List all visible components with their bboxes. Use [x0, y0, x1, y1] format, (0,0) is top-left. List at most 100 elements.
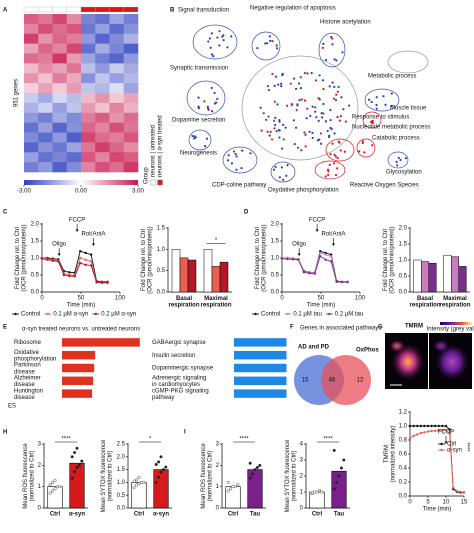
gene-node	[308, 130, 311, 133]
y-tick-label: 2.0	[399, 226, 408, 232]
chart-title: Genes in associated pathways	[300, 326, 381, 332]
gene-node	[262, 112, 265, 115]
gene-node	[295, 108, 298, 112]
heatmap-cell	[95, 93, 110, 104]
term-label: Metabolic process	[368, 74, 416, 80]
gene-node	[227, 154, 230, 157]
gene-node	[285, 104, 289, 107]
intensity-colorbar	[440, 322, 472, 325]
gene-node	[300, 98, 303, 101]
bar	[331, 470, 347, 509]
heatmap-cell	[81, 93, 96, 104]
heatmap-cell	[24, 93, 39, 104]
data-point	[408, 424, 412, 428]
x-tick-label: 50	[318, 296, 325, 302]
heatmap-cell	[52, 83, 68, 94]
term-label: Nucleotide metabolic process	[352, 125, 430, 131]
gene-node	[249, 152, 252, 155]
y-tick-label: 1.5	[157, 226, 166, 232]
gene-node	[266, 130, 269, 133]
data-point	[40, 257, 44, 260]
gene-node	[286, 164, 289, 167]
heatmap-cell	[66, 83, 82, 94]
x-tick-label: 0	[40, 296, 44, 302]
data-point	[226, 489, 230, 493]
heatmap-cell	[109, 63, 125, 74]
gene-node	[332, 162, 336, 165]
data-point	[137, 475, 141, 479]
y-tick-label: 1.0	[157, 247, 166, 253]
gene-node	[297, 82, 301, 85]
image-title: TMRM	[405, 324, 423, 330]
cluster	[188, 129, 212, 151]
data-point	[132, 486, 136, 490]
gene-node	[363, 151, 366, 154]
data-point	[159, 455, 163, 459]
data-point	[310, 491, 314, 495]
bar	[428, 262, 437, 293]
data-point	[412, 424, 415, 428]
data-point	[70, 476, 74, 480]
gene-node	[226, 159, 230, 162]
heatmap-cell	[24, 122, 39, 133]
heatmap-cell	[81, 73, 96, 84]
bar	[203, 249, 213, 293]
significance: ****	[323, 437, 333, 443]
heatmap-cell	[66, 132, 82, 143]
gene-node	[299, 76, 302, 79]
x-tick-label: Tau	[334, 512, 345, 518]
y-axis-label: Fold Change rel. to Ctrl	[255, 227, 261, 289]
heatmap-cell	[95, 73, 110, 84]
set-count: 15	[302, 378, 309, 384]
set-label: OxPhos	[356, 348, 379, 354]
gene-node	[270, 138, 274, 141]
bar	[234, 338, 287, 347]
data-point	[79, 256, 82, 260]
gene-node	[358, 150, 361, 153]
set-count: 12	[357, 378, 364, 384]
heatmap-cell	[52, 102, 68, 114]
y-tick-label: 0.6	[399, 452, 408, 458]
legend-marker	[254, 312, 257, 316]
legend-marker	[286, 312, 290, 316]
gene-node	[284, 126, 287, 129]
gene-node	[275, 130, 278, 133]
data-point	[70, 455, 74, 459]
data-point	[434, 429, 437, 433]
gene-node	[324, 120, 328, 123]
data-point	[286, 257, 289, 261]
gene-node	[361, 140, 365, 143]
gene-node	[331, 81, 334, 84]
bar	[413, 259, 422, 293]
annotation-arrowhead	[91, 243, 95, 246]
gene-node	[216, 97, 219, 101]
set-count: 46	[329, 378, 336, 384]
category-label: Huntington disease	[14, 388, 43, 401]
gene-node	[296, 103, 299, 106]
data-point	[319, 251, 322, 255]
heatmap-cell	[109, 152, 125, 163]
gene-node	[329, 108, 332, 112]
heatmap-cell	[81, 53, 96, 64]
gene-node	[292, 77, 296, 80]
legend-label: 0.2 µM tau	[335, 312, 363, 318]
heatmap-cell	[81, 83, 96, 94]
heatmap-cell	[109, 112, 125, 123]
category-label: Oxidative phosphorylation	[14, 349, 56, 362]
x-tick-label: 100	[115, 296, 126, 302]
x-axis-label: ES	[8, 404, 16, 410]
gene-node	[336, 156, 339, 160]
y-tick-label: 1.5	[399, 242, 408, 248]
gene-node	[278, 118, 281, 122]
gene-node	[218, 30, 221, 33]
category-label: Dopaminergic synapse	[152, 366, 214, 372]
heatmap-cell	[52, 152, 68, 163]
heatmap-cell	[38, 102, 53, 114]
heatmap-cell	[52, 14, 68, 25]
heatmap-cell	[95, 152, 110, 163]
heatmap-cell	[66, 122, 82, 133]
y-axis-label: Mean ROS fluorescence	[201, 443, 207, 509]
gene-node	[337, 140, 340, 143]
term-label: Response to stimulus	[352, 115, 409, 121]
data-point	[329, 260, 333, 263]
